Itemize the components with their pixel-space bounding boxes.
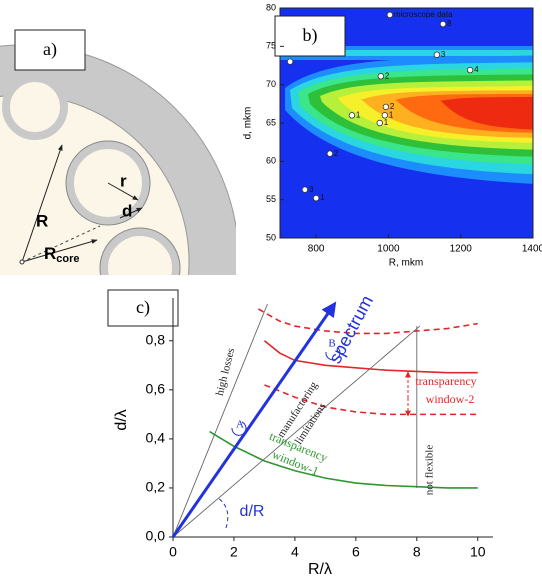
y-tick-label: 50 xyxy=(266,232,276,242)
data-point xyxy=(439,20,447,28)
data-point xyxy=(382,103,390,111)
series-line xyxy=(257,308,478,335)
contour-band xyxy=(280,50,533,56)
data-point xyxy=(466,66,474,74)
data-point xyxy=(312,194,320,202)
y-tick-label: 0,0 xyxy=(146,528,166,544)
series-line xyxy=(209,430,478,489)
point-B-arc xyxy=(325,347,341,361)
annotation: B xyxy=(328,338,335,350)
annotation: spectrum xyxy=(325,292,377,367)
x-axis-label: R, mkm xyxy=(389,258,423,269)
y-tick-label: 60 xyxy=(266,156,276,166)
point-label: 8 xyxy=(447,19,452,28)
x-tick-label: 800 xyxy=(308,244,325,255)
point-label: 3 xyxy=(441,50,446,59)
point-label: microscope data xyxy=(394,10,453,19)
label-Rcore: Rcore xyxy=(44,244,80,264)
series-line xyxy=(172,303,268,538)
data-point xyxy=(376,119,383,127)
arrow-r xyxy=(107,182,139,201)
x-tick-label: 8 xyxy=(413,544,421,560)
series-line xyxy=(171,301,337,538)
annotation: A xyxy=(236,419,244,431)
label-box xyxy=(14,29,86,71)
x-tick-label: 1000 xyxy=(377,244,400,255)
series-line xyxy=(263,340,478,374)
data-point xyxy=(377,73,385,80)
y-axis-label: d/λ xyxy=(113,409,130,430)
point-label: 2 xyxy=(390,102,395,111)
point-label: 1 xyxy=(389,110,394,119)
arrow-d xyxy=(119,207,143,219)
dashed-line xyxy=(21,225,101,263)
annotation: transparency xyxy=(415,374,476,388)
arrow-Rcore xyxy=(21,239,98,263)
point-label: 4 xyxy=(474,65,479,74)
y-tick-label: 65 xyxy=(266,117,276,127)
data-point xyxy=(348,112,356,119)
center-dot xyxy=(19,259,25,265)
x-axis-label: R/λ xyxy=(308,561,332,578)
panel-label: c) xyxy=(136,297,150,318)
y-tick-label: 0,2 xyxy=(146,479,166,495)
panel-label: a) xyxy=(43,39,57,60)
y-tick-label: 0,6 xyxy=(146,381,166,397)
data-point xyxy=(326,150,334,157)
x-tick-label: 2 xyxy=(230,544,238,560)
panel-label: b) xyxy=(303,25,318,46)
tube-edge xyxy=(99,227,181,275)
x-tick-label: 1200 xyxy=(450,244,473,255)
data-point xyxy=(301,186,309,193)
series-line xyxy=(264,384,478,416)
label-box xyxy=(274,15,346,57)
y-tick-label: 0,8 xyxy=(146,331,166,347)
y-tick-label: 80 xyxy=(266,2,276,12)
point-label: 2 xyxy=(334,149,339,158)
series-line xyxy=(172,325,421,538)
annotation: high losses xyxy=(214,347,237,397)
angle-arc xyxy=(217,497,229,529)
tube xyxy=(100,228,180,275)
x-tick-label: 1400 xyxy=(522,244,542,255)
tube xyxy=(2,74,68,140)
tube-edge xyxy=(65,140,151,226)
point-label: 3 xyxy=(309,185,314,194)
label-Rcore-sub: core xyxy=(56,253,79,265)
point-label: 1 xyxy=(356,110,361,119)
label-box xyxy=(107,289,179,327)
x-tick-label: 0 xyxy=(169,544,177,560)
x-tick-label: 6 xyxy=(352,544,360,560)
annotation: window-2 xyxy=(426,392,475,406)
label-r: r xyxy=(120,171,127,190)
data-point xyxy=(433,51,441,58)
y-tick-label: 0,4 xyxy=(146,430,166,446)
label-d: d xyxy=(122,201,132,220)
y-tick-label: 70 xyxy=(266,79,276,89)
point-label: 1 xyxy=(384,118,389,127)
x-tick-label: 4 xyxy=(291,544,299,560)
annotation: not flexible xyxy=(424,445,436,496)
data-point xyxy=(381,112,389,119)
x-tick-label: 10 xyxy=(470,544,486,560)
contour-band xyxy=(440,97,533,130)
data-point xyxy=(386,11,394,19)
y-tick-label: 75 xyxy=(266,41,276,51)
y-axis-label: d, mkm xyxy=(243,107,254,140)
arrow-R xyxy=(21,144,63,263)
label-Rcore-main: R xyxy=(44,244,56,263)
point-label: 2 xyxy=(385,71,390,80)
annotation: d/R xyxy=(240,503,265,520)
data-point xyxy=(286,58,294,65)
point-label: 1 xyxy=(320,193,325,202)
y-tick-label: 55 xyxy=(266,194,276,204)
label-R: R xyxy=(36,211,48,230)
